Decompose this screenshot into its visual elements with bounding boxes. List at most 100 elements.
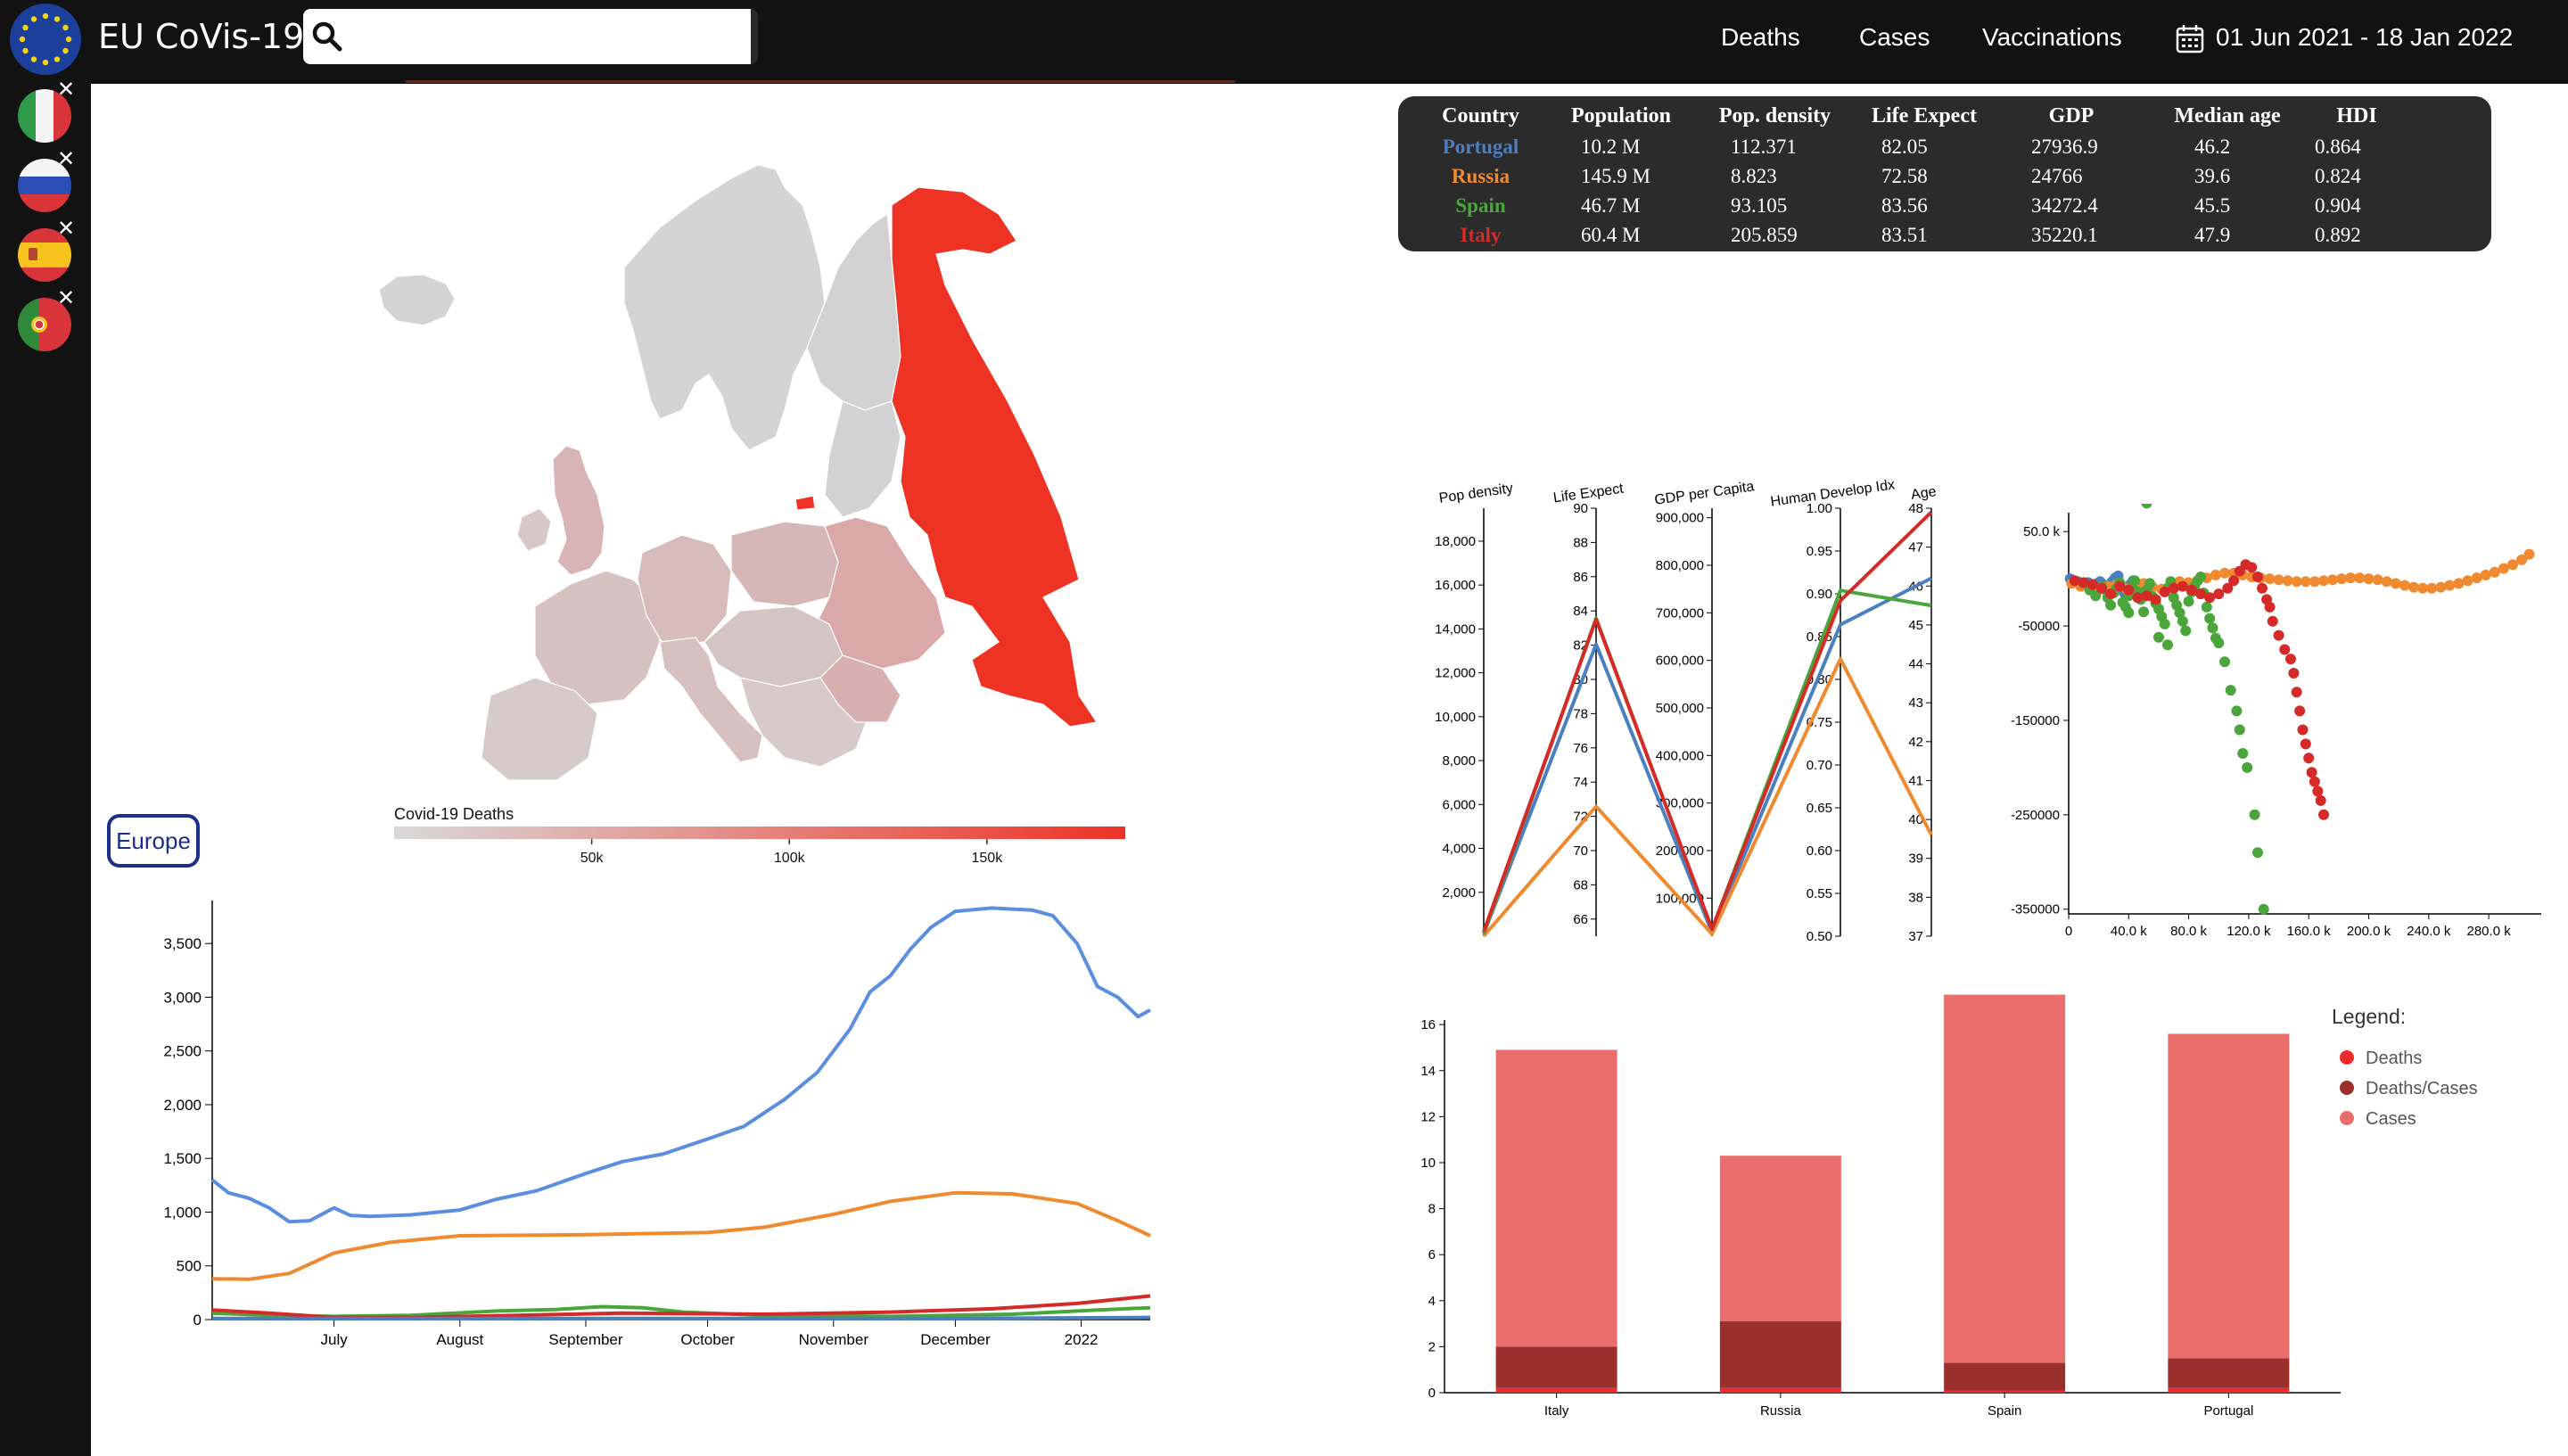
map-country-baltics[interactable] <box>824 400 901 518</box>
portugal-flag-icon <box>18 298 71 351</box>
scatter-point <box>2252 572 2263 582</box>
scatter-point <box>2141 504 2152 509</box>
table-cell: 83.56 <box>1881 193 1928 217</box>
scatter-point <box>2204 613 2216 624</box>
scatter-point <box>2453 578 2465 589</box>
spain-flag-icon <box>18 228 71 282</box>
scatter-point <box>2273 574 2284 586</box>
parallel-axis-title: Human Develop Idx <box>1770 477 1897 509</box>
scatter-point <box>2300 576 2311 588</box>
parallel-tick-label: 800,000 <box>1656 558 1704 573</box>
map-country-romania[interactable] <box>819 654 901 723</box>
map-country-ireland[interactable] <box>516 507 552 552</box>
map-country-iceland[interactable] <box>378 274 456 326</box>
table-cell: 0.824 <box>2315 164 2361 187</box>
scatter-point <box>2267 615 2278 627</box>
scatter-point <box>2291 576 2302 588</box>
map-country-kaliningrad[interactable] <box>794 495 816 511</box>
scatter-point <box>2105 588 2117 600</box>
remove-russia-icon[interactable]: ✕ <box>57 146 76 171</box>
nav-vaccinations[interactable]: Vaccinations <box>1982 23 2122 51</box>
remove-portugal-icon[interactable]: ✕ <box>57 285 76 310</box>
x-tick-label: October <box>680 1331 735 1348</box>
map-country-iberia[interactable] <box>481 677 598 781</box>
sidebar-flag-portugal[interactable]: ✕ <box>16 287 75 353</box>
bar-segment <box>1944 1362 2066 1391</box>
eu-star-icon <box>62 24 69 31</box>
nav-cases[interactable]: Cases <box>1859 23 1930 51</box>
series-line <box>212 1315 1151 1320</box>
y-tick-label: 12 <box>1420 1109 1436 1124</box>
series-line <box>210 906 1151 1224</box>
scatter-point <box>2257 582 2268 594</box>
scatter-point <box>2138 606 2150 618</box>
parallel-tick-label: 76 <box>1573 741 1588 756</box>
table-cell: 35220.1 <box>2031 223 2098 246</box>
search-input[interactable] <box>351 16 744 57</box>
parallel-axis-title: Life Expect <box>1552 481 1625 506</box>
map-country-uk[interactable] <box>552 445 605 576</box>
parallel-tick-label: 12,000 <box>1435 666 1476 681</box>
scatter-point <box>2408 581 2419 593</box>
table-row: Italy 60.4 M 205.859 83.51 35220.1 47.9 … <box>1416 220 2406 250</box>
scatter-point <box>2318 809 2329 820</box>
search-icon[interactable] <box>310 20 344 53</box>
scatter-point <box>2303 753 2315 764</box>
map-country-italy[interactable] <box>659 637 763 763</box>
map-country-germany[interactable] <box>637 534 732 647</box>
table-cell: 46.7 M <box>1581 193 1641 217</box>
scatter-point <box>2231 705 2243 717</box>
parallel-tick-label: 8,000 <box>1442 753 1476 769</box>
sidebar-flag-spain[interactable]: ✕ <box>16 218 75 284</box>
scatter-point <box>2177 580 2188 592</box>
parallel-tick-label: 1.00 <box>1807 501 1832 516</box>
y-tick-label: 1,000 <box>163 1204 202 1221</box>
search-box[interactable] <box>303 9 758 64</box>
scatter-point <box>2246 562 2258 573</box>
scatter-point <box>2291 687 2302 698</box>
x-tick-label: July <box>321 1331 349 1348</box>
scatter-point <box>2132 592 2144 604</box>
nav-deaths[interactable]: Deaths <box>1721 23 1800 51</box>
bar-segment <box>1944 994 2066 1363</box>
sidebar-flag-italy[interactable]: ✕ <box>16 78 75 144</box>
y-tick-label: -350000 <box>2011 902 2060 917</box>
map-country-belarus-ukraine[interactable] <box>815 516 946 670</box>
europe-region-button[interactable]: Europe <box>107 814 200 868</box>
x-tick-label: 200.0 k <box>2347 924 2391 939</box>
scatter-point <box>2207 622 2218 634</box>
table-header-cell: Population <box>1570 103 1672 128</box>
x-tick-label: September <box>548 1331 622 1348</box>
map-country-finland[interactable] <box>806 212 901 411</box>
bar-legend-marker <box>2340 1050 2354 1065</box>
y-tick-label: 10 <box>1420 1156 1436 1171</box>
calendar-icon[interactable] <box>2176 23 2204 53</box>
europe-choropleth-map[interactable] <box>357 143 1106 785</box>
sidebar: ✕ ✕ ✕ ✕ <box>0 78 91 1456</box>
scatter-point <box>2105 599 2117 611</box>
map-country-france[interactable] <box>534 570 661 705</box>
scatter-point <box>2309 576 2320 588</box>
table-cell: 47.9 <box>2194 223 2231 246</box>
scatter-point <box>2237 748 2249 759</box>
scatter-point <box>2315 794 2326 806</box>
remove-spain-icon[interactable]: ✕ <box>57 216 76 241</box>
table-header-cell: GDP <box>2048 103 2095 128</box>
map-country-scandinavia[interactable] <box>623 164 826 451</box>
parallel-tick-label: 0.70 <box>1807 758 1832 773</box>
y-tick-label: 0 <box>193 1312 202 1328</box>
scatter-point <box>2489 566 2500 578</box>
parallel-axis-title: GDP per Capita <box>1653 479 1755 508</box>
map-country-russia[interactable] <box>891 186 1099 728</box>
remove-italy-icon[interactable]: ✕ <box>57 77 76 102</box>
sidebar-flag-russia[interactable]: ✕ <box>16 148 75 214</box>
table-header-cell: Median age <box>2174 103 2281 128</box>
date-range-picker[interactable]: 01 Jun 2021 - 18 Jan 2022 <box>2216 23 2514 51</box>
table-cell-country: Spain <box>1455 193 1506 217</box>
scatter-point <box>2204 592 2216 604</box>
scatter-point <box>2242 761 2253 773</box>
table-cell: 93.105 <box>1731 193 1788 217</box>
map-country-poland[interactable] <box>730 521 839 607</box>
scatter-point <box>2078 577 2089 588</box>
parallel-axis-title: Pop density <box>1438 481 1514 506</box>
